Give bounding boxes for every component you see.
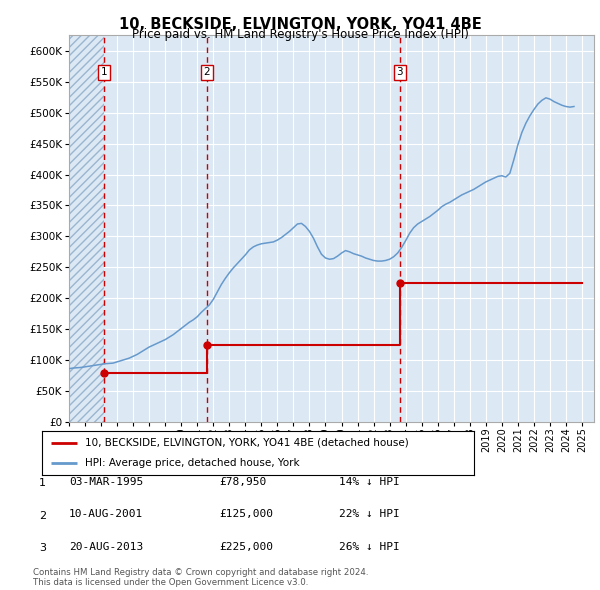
Text: 2: 2 <box>39 511 46 520</box>
Text: 10, BECKSIDE, ELVINGTON, YORK, YO41 4BE: 10, BECKSIDE, ELVINGTON, YORK, YO41 4BE <box>119 17 481 31</box>
Text: £78,950: £78,950 <box>219 477 266 487</box>
Bar <box>69 35 104 422</box>
Text: 14% ↓ HPI: 14% ↓ HPI <box>339 477 400 487</box>
Text: 22% ↓ HPI: 22% ↓ HPI <box>339 510 400 519</box>
Text: 10, BECKSIDE, ELVINGTON, YORK, YO41 4BE (detached house): 10, BECKSIDE, ELVINGTON, YORK, YO41 4BE … <box>85 438 409 448</box>
Text: 1: 1 <box>100 67 107 77</box>
Text: £225,000: £225,000 <box>219 542 273 552</box>
Text: 3: 3 <box>39 543 46 553</box>
Text: 3: 3 <box>397 67 403 77</box>
Text: £125,000: £125,000 <box>219 510 273 519</box>
Text: 2: 2 <box>204 67 211 77</box>
Text: 03-MAR-1995: 03-MAR-1995 <box>69 477 143 487</box>
Text: 20-AUG-2013: 20-AUG-2013 <box>69 542 143 552</box>
Text: Contains HM Land Registry data © Crown copyright and database right 2024.
This d: Contains HM Land Registry data © Crown c… <box>33 568 368 587</box>
Text: 10-AUG-2001: 10-AUG-2001 <box>69 510 143 519</box>
Text: HPI: Average price, detached house, York: HPI: Average price, detached house, York <box>85 458 300 468</box>
Text: 26% ↓ HPI: 26% ↓ HPI <box>339 542 400 552</box>
Text: Price paid vs. HM Land Registry's House Price Index (HPI): Price paid vs. HM Land Registry's House … <box>131 28 469 41</box>
Text: 1: 1 <box>39 478 46 488</box>
